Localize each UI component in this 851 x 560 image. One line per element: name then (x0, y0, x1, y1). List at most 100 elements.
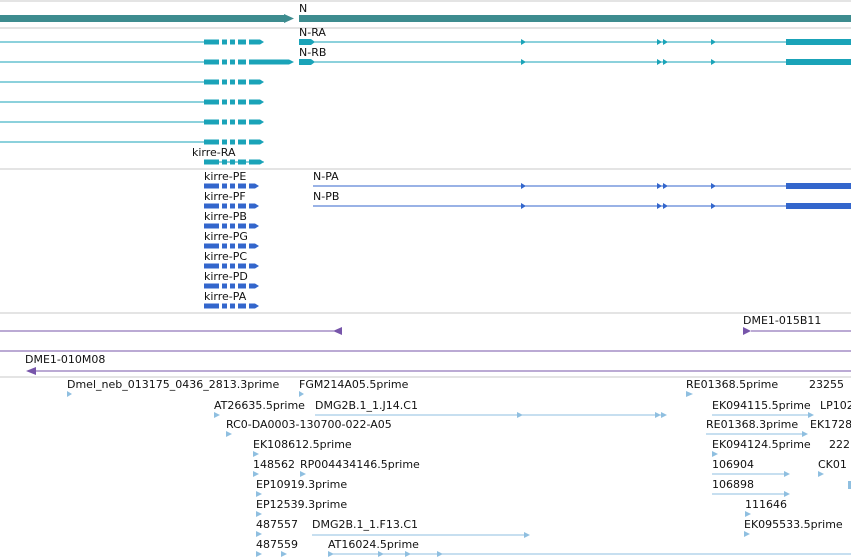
transcript-exon[interactable] (222, 139, 227, 145)
protein-segment[interactable] (230, 183, 235, 189)
transcript-exon[interactable] (204, 39, 219, 45)
est-label[interactable]: DMG2B.1_1.J14.C1 (315, 399, 418, 412)
protein-segment[interactable] (249, 243, 255, 249)
protein-segment[interactable] (204, 183, 219, 189)
transcript-exon[interactable] (238, 79, 246, 85)
protein-segment[interactable] (249, 223, 255, 229)
est-label[interactable]: EP12539.3prime (256, 498, 347, 511)
protein-segment[interactable] (238, 183, 246, 189)
transcript-exon[interactable] (299, 39, 311, 45)
transcript-exon[interactable] (238, 39, 246, 45)
protein-label-kirre-PC[interactable]: kirre-PC (204, 250, 247, 263)
protein-segment[interactable] (222, 223, 227, 229)
est-label[interactable]: AT26635.5prime (214, 399, 305, 412)
est-label[interactable]: LP102 (820, 399, 851, 412)
est-label[interactable]: 106904 (712, 458, 754, 471)
protein-segment[interactable] (238, 283, 246, 289)
transcript-exon[interactable] (204, 159, 219, 165)
protein-segment[interactable] (204, 203, 219, 209)
est-label[interactable]: RC0-DA0003-130700-022-A05 (226, 418, 392, 431)
transcript-exon[interactable] (204, 79, 219, 85)
protein-segment[interactable] (238, 243, 246, 249)
protein-segment[interactable] (249, 303, 255, 309)
transcript-exon[interactable] (299, 59, 311, 65)
est-label[interactable]: FGM214A05.5prime (299, 378, 409, 391)
transcript-exon[interactable] (786, 59, 851, 65)
gene-feature-N[interactable] (299, 15, 851, 22)
protein-segment[interactable] (230, 283, 235, 289)
gene-label[interactable]: N (299, 2, 307, 15)
est-label[interactable]: EK1728 (810, 418, 851, 431)
transcript-exon[interactable] (249, 99, 260, 105)
protein-segment[interactable] (230, 263, 235, 269)
est-label[interactable]: 487559 (256, 538, 298, 551)
est-label[interactable]: EP10919.3prime (256, 478, 347, 491)
protein-segment[interactable] (249, 263, 255, 269)
transcript-exon[interactable] (238, 59, 246, 65)
protein-label-N-PA[interactable]: N-PA (313, 170, 339, 183)
est-label[interactable]: RP004434146.5prime (300, 458, 420, 471)
protein-segment[interactable] (238, 303, 246, 309)
protein-segment[interactable] (249, 283, 255, 289)
transcript-exon[interactable] (222, 159, 227, 165)
transcript-exon[interactable] (222, 39, 227, 45)
protein-segment[interactable] (204, 303, 219, 309)
transcript-exon[interactable] (249, 59, 289, 65)
transcript-exon[interactable] (249, 119, 260, 125)
est-label[interactable]: 23255 (809, 378, 844, 391)
transcript-exon[interactable] (230, 99, 235, 105)
protein-segment[interactable] (222, 263, 227, 269)
protein-segment[interactable] (222, 203, 227, 209)
protein-segment[interactable] (222, 243, 227, 249)
est-label[interactable]: CK01 (818, 458, 847, 471)
transcript-exon[interactable] (249, 139, 260, 145)
protein-segment[interactable] (204, 263, 219, 269)
protein-segment[interactable] (222, 303, 227, 309)
transcript-exon[interactable] (249, 79, 260, 85)
transcript-label-N-RA[interactable]: N-RA (299, 26, 326, 39)
est-label[interactable]: 148562 (253, 458, 295, 471)
protein-segment[interactable] (238, 263, 246, 269)
protein-label-kirre-PA[interactable]: kirre-PA (204, 290, 247, 303)
est-label[interactable]: 487557 (256, 518, 298, 531)
protein-label-kirre-PB[interactable]: kirre-PB (204, 210, 247, 223)
transcript-exon[interactable] (238, 99, 246, 105)
transcript-exon[interactable] (230, 119, 235, 125)
protein-label-N-PB[interactable]: N-PB (313, 190, 339, 203)
transcript-label-N-RB[interactable]: N-RB (299, 46, 326, 59)
est-label[interactable]: 111646 (745, 498, 787, 511)
transcript-exon[interactable] (238, 139, 246, 145)
est-label[interactable]: EK108612.5prime (253, 438, 352, 451)
protein-segment[interactable] (204, 283, 219, 289)
transcript-exon[interactable] (222, 59, 227, 65)
protein-segment[interactable] (204, 243, 219, 249)
clone-label-DME1-015B11[interactable]: DME1-015B11 (743, 314, 821, 327)
transcript-exon[interactable] (230, 79, 235, 85)
est-label[interactable]: EK095533.5prime (744, 518, 843, 531)
transcript-exon[interactable] (204, 99, 219, 105)
transcript-exon[interactable] (204, 119, 219, 125)
protein-segment[interactable] (222, 283, 227, 289)
protein-segment[interactable] (222, 183, 227, 189)
est-label[interactable]: EK094124.5prime (712, 438, 811, 451)
transcript-exon[interactable] (230, 139, 235, 145)
protein-label-kirre-PD[interactable]: kirre-PD (204, 270, 248, 283)
transcript-exon[interactable] (238, 119, 246, 125)
transcript-label-kirre-RA[interactable]: kirre-RA (192, 146, 236, 159)
protein-segment[interactable] (238, 203, 246, 209)
transcript-exon[interactable] (230, 159, 235, 165)
protein-segment[interactable] (230, 223, 235, 229)
protein-segment[interactable] (204, 223, 219, 229)
protein-segment[interactable] (249, 183, 255, 189)
gene-feature-kirre[interactable] (0, 15, 284, 22)
protein-label-kirre-PF[interactable]: kirre-PF (204, 190, 246, 203)
protein-segment[interactable] (249, 203, 255, 209)
transcript-exon[interactable] (204, 139, 219, 145)
protein-segment[interactable] (786, 203, 851, 209)
clone-label-DME1-010M08[interactable]: DME1-010M08 (25, 353, 105, 366)
est-label[interactable]: AT16024.5prime (328, 538, 419, 551)
protein-segment[interactable] (230, 243, 235, 249)
transcript-exon[interactable] (222, 99, 227, 105)
est-label[interactable]: DMG2B.1_1.F13.C1 (312, 518, 418, 531)
protein-segment[interactable] (238, 223, 246, 229)
